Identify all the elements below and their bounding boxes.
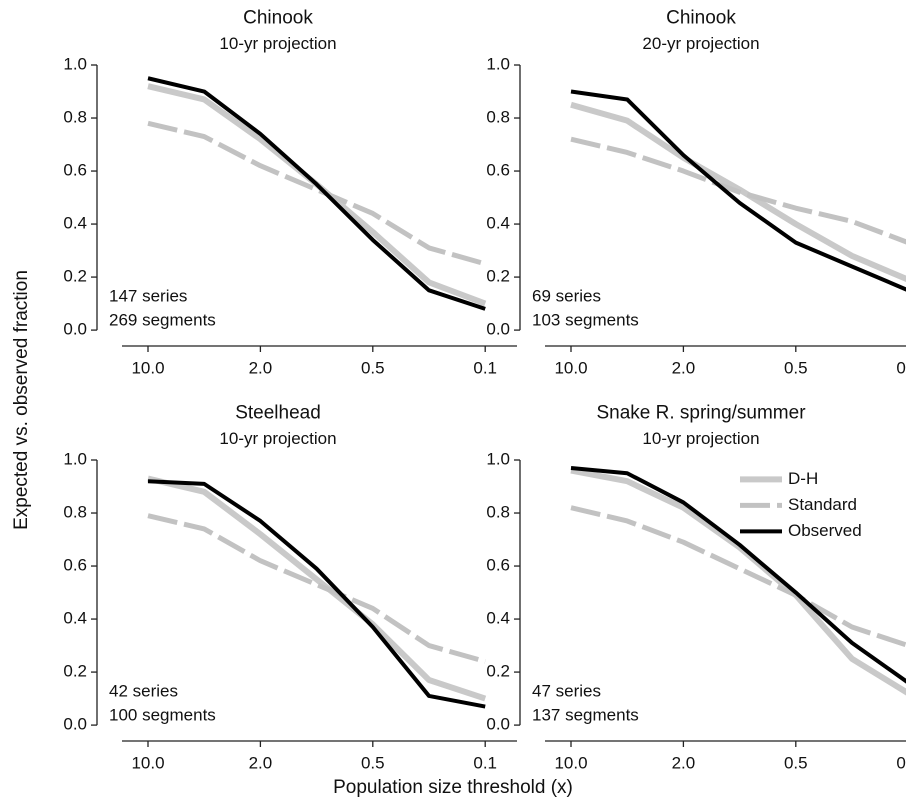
y-tick-label: 0.4 <box>486 609 510 628</box>
panel-title: Steelhead <box>235 402 321 423</box>
x-tick-label: 0.1 <box>473 753 497 772</box>
series-line <box>570 465 906 684</box>
y-tick-label: 0.2 <box>63 267 87 286</box>
y-tick-label: 0.4 <box>486 214 510 233</box>
x-tick-label: 10.0 <box>554 358 587 377</box>
x-tick-label: 0.1 <box>896 358 906 377</box>
panel-title: Chinook <box>243 7 313 28</box>
panel-subtitle: 10-yr projection <box>219 429 336 448</box>
y-tick-label: 1.0 <box>63 449 87 468</box>
series-line <box>147 76 486 311</box>
x-tick-label: 0.1 <box>473 358 497 377</box>
legend-label: D-H <box>788 469 818 488</box>
x-axis-label: Population size threshold (x) <box>333 777 573 798</box>
y-tick-label: 0.6 <box>63 556 87 575</box>
annotation: 69 series <box>532 286 601 305</box>
x-tick-label: 0.5 <box>361 358 385 377</box>
y-tick-label: 0.8 <box>486 108 510 127</box>
series-line <box>147 475 487 702</box>
y-tick-label: 0.0 <box>63 715 87 734</box>
legend-label: Standard <box>788 495 857 514</box>
x-tick-label: 10.0 <box>131 753 164 772</box>
series-line <box>570 505 906 648</box>
series-line <box>147 479 486 709</box>
legend-label: Observed <box>788 521 862 540</box>
annotation: 147 series <box>109 286 187 305</box>
y-tick-label: 1.0 <box>63 54 87 73</box>
y-tick-label: 0.8 <box>486 503 510 522</box>
series-line <box>570 467 906 696</box>
annotation: 42 series <box>109 681 178 700</box>
series-line <box>570 136 906 245</box>
x-tick-label: 2.0 <box>672 753 696 772</box>
panel-subtitle: 10-yr projection <box>219 34 336 53</box>
y-tick-label: 0.2 <box>486 267 510 286</box>
x-tick-label: 0.1 <box>896 753 906 772</box>
y-tick-label: 0.0 <box>486 715 510 734</box>
y-tick-label: 1.0 <box>486 54 510 73</box>
y-tick-label: 0.6 <box>486 556 510 575</box>
series-line <box>147 83 487 307</box>
panel-title: Chinook <box>666 7 736 28</box>
x-tick-label: 10.0 <box>131 358 164 377</box>
series-line <box>570 89 906 292</box>
annotation: 100 segments <box>109 705 216 724</box>
x-tick-label: 0.5 <box>784 753 808 772</box>
y-tick-label: 0.6 <box>63 161 87 180</box>
y-axis-label: Expected vs. observed fraction <box>11 270 32 530</box>
y-tick-label: 0.0 <box>486 320 510 339</box>
y-tick-label: 0.4 <box>63 609 87 628</box>
x-tick-label: 10.0 <box>554 753 587 772</box>
y-tick-label: 0.0 <box>63 320 87 339</box>
panel-subtitle: 10-yr projection <box>642 429 759 448</box>
y-tick-label: 0.8 <box>63 503 87 522</box>
y-tick-label: 0.2 <box>63 662 87 681</box>
y-tick-label: 1.0 <box>486 449 510 468</box>
x-tick-label: 0.5 <box>361 753 385 772</box>
x-tick-label: 0.5 <box>784 358 808 377</box>
y-tick-label: 0.2 <box>486 662 510 681</box>
x-tick-label: 2.0 <box>249 358 273 377</box>
y-tick-label: 0.6 <box>486 161 510 180</box>
x-tick-label: 2.0 <box>249 753 273 772</box>
y-tick-label: 0.4 <box>63 214 87 233</box>
series-line <box>147 513 486 664</box>
series-line <box>147 120 486 267</box>
annotation: 47 series <box>532 681 601 700</box>
x-tick-label: 2.0 <box>672 358 696 377</box>
annotation: 103 segments <box>532 310 639 329</box>
annotation: 269 segments <box>109 310 216 329</box>
annotation: 137 segments <box>532 705 639 724</box>
panel-title: Snake R. spring/summer <box>596 402 806 423</box>
y-tick-label: 0.8 <box>63 108 87 127</box>
panel-subtitle: 20-yr projection <box>642 34 759 53</box>
